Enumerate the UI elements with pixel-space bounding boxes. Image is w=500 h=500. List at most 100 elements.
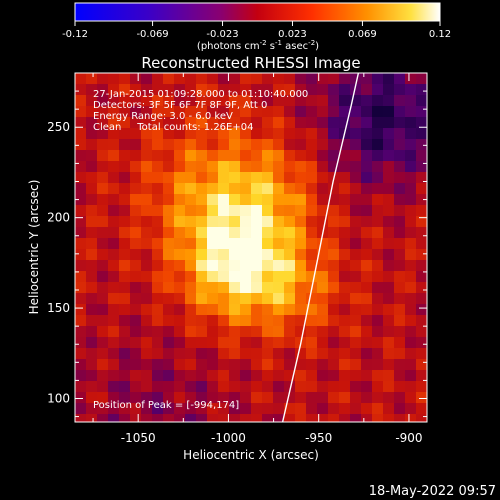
heatmap-cell: [75, 392, 87, 404]
heatmap-cell: [383, 117, 395, 129]
heatmap-cell: [185, 139, 197, 151]
heatmap-cell: [240, 414, 252, 422]
heatmap-cell: [163, 84, 175, 96]
heatmap-cell: [97, 271, 109, 283]
heatmap-cell: [207, 73, 219, 85]
heatmap-cell: [372, 84, 384, 96]
heatmap-cell: [361, 260, 373, 272]
heatmap-cell: [119, 348, 131, 360]
heatmap-cell: [152, 326, 164, 338]
heatmap-cell: [306, 414, 318, 422]
heatmap-cell: [152, 337, 164, 349]
heatmap-cell: [262, 326, 274, 338]
heatmap-cell: [207, 370, 219, 382]
heatmap-cell: [119, 249, 131, 261]
x-tick-label: -900: [395, 431, 422, 445]
heatmap-cell: [86, 293, 98, 305]
heatmap-cell: [416, 315, 427, 327]
heatmap-cell: [130, 216, 142, 228]
heatmap-cell: [196, 260, 208, 272]
heatmap-cell: [361, 205, 373, 217]
heatmap-cell: [394, 139, 406, 151]
heatmap-cell: [229, 227, 241, 239]
heatmap-cell: [119, 84, 131, 96]
heatmap-cell: [262, 392, 274, 404]
heatmap-cell: [141, 414, 153, 422]
heatmap-cell: [141, 117, 153, 129]
heatmap-cell: [295, 315, 307, 327]
heatmap-cell: [174, 238, 186, 250]
heatmap-cell: [273, 117, 285, 129]
info-line-energy: Energy Range: 3.0 - 6.0 keV: [93, 111, 233, 122]
heatmap-cell: [273, 392, 285, 404]
heatmap-cell: [207, 194, 219, 206]
heatmap-cell: [262, 73, 274, 85]
heatmap-cell: [185, 348, 197, 360]
heatmap-cell: [405, 84, 417, 96]
heatmap-cell: [207, 271, 219, 283]
heatmap-cell: [273, 183, 285, 195]
heatmap-cell: [97, 304, 109, 316]
heatmap-cell: [394, 106, 406, 118]
heatmap-cell: [317, 392, 329, 404]
heatmap-cell: [218, 304, 230, 316]
heatmap-cell: [361, 414, 373, 422]
heatmap-cell: [273, 95, 285, 107]
heatmap-cell: [372, 348, 384, 360]
heatmap-cell: [306, 194, 318, 206]
heatmap-cell: [361, 326, 373, 338]
heatmap-cell: [284, 293, 296, 305]
heatmap-cell: [218, 128, 230, 140]
heatmap-cell: [262, 304, 274, 316]
heatmap-cell: [119, 172, 131, 184]
heatmap-cell: [284, 304, 296, 316]
heatmap-cell: [97, 315, 109, 327]
heatmap-cell: [372, 161, 384, 173]
heatmap-cell: [75, 150, 87, 162]
heatmap-cell: [383, 227, 395, 239]
heatmap-cell: [383, 139, 395, 151]
heatmap-cell: [350, 381, 362, 393]
heatmap-cell: [251, 348, 263, 360]
heatmap-cell: [152, 282, 164, 294]
heatmap-cell: [273, 370, 285, 382]
heatmap-cell: [383, 381, 395, 393]
heatmap-cell: [295, 161, 307, 173]
heatmap-cell: [185, 172, 197, 184]
heatmap-cell: [130, 117, 142, 129]
heatmap-cell: [163, 381, 175, 393]
heatmap-cell: [416, 381, 427, 393]
heatmap-cell: [339, 282, 351, 294]
heatmap-cell: [383, 315, 395, 327]
heatmap-cell: [86, 414, 98, 422]
heatmap-cell: [350, 139, 362, 151]
heatmap-cell: [240, 403, 252, 415]
heatmap-cell: [229, 337, 241, 349]
heatmap-cell: [405, 139, 417, 151]
heatmap-cell: [185, 183, 197, 195]
heatmap-cell: [119, 106, 131, 118]
heatmap-cell: [185, 216, 197, 228]
heatmap-cell: [207, 95, 219, 107]
colorbar-units: (photons cm-2 s-1 asec-2): [197, 39, 319, 52]
heatmap-cell: [218, 172, 230, 184]
heatmap-cell: [383, 194, 395, 206]
heatmap-cell: [416, 414, 427, 422]
heatmap-cell: [295, 403, 307, 415]
heatmap-cell: [317, 370, 329, 382]
heatmap-cell: [130, 183, 142, 195]
heatmap-cell: [317, 205, 329, 217]
heatmap-cell: [185, 315, 197, 327]
heatmap-cell: [306, 403, 318, 415]
heatmap-cell: [328, 106, 340, 118]
heatmap-cell: [163, 106, 175, 118]
colorbar-tick-label: 0.023: [278, 29, 307, 40]
heatmap-cell: [152, 95, 164, 107]
heatmap-cell: [405, 161, 417, 173]
heatmap-cell: [97, 370, 109, 382]
heatmap-cell: [328, 370, 340, 382]
heatmap-cell: [306, 271, 318, 283]
heatmap-cell: [152, 106, 164, 118]
heatmap-cell: [383, 95, 395, 107]
heatmap-cell: [383, 271, 395, 283]
